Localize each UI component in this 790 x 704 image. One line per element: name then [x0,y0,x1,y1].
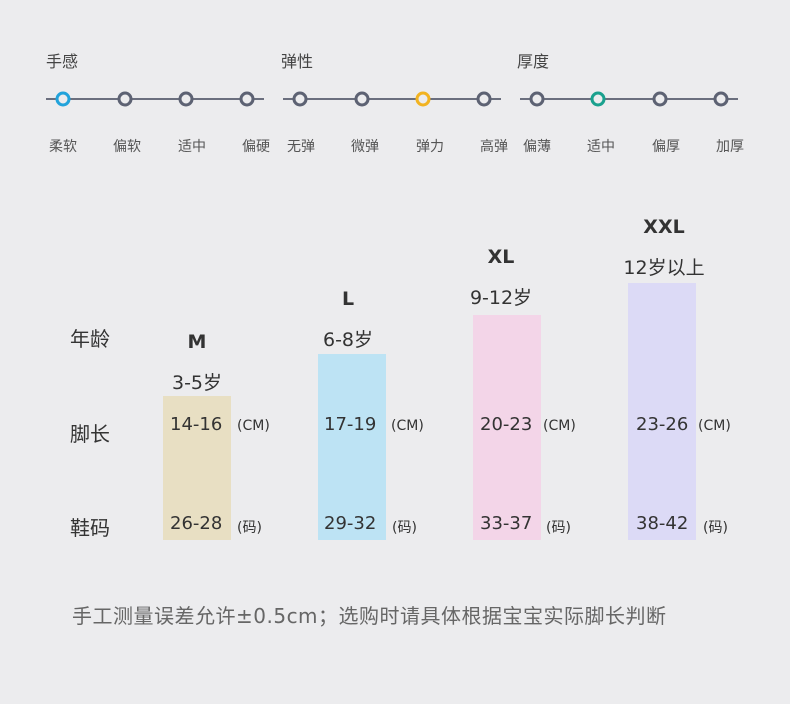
age-range-xl: 9-12岁 [469,287,533,309]
scale-dot-elasticity-4 [476,91,492,107]
scale-label: 无弹 [287,139,315,155]
scale-dot-thickness-3 [652,91,668,107]
size-bar-xxl [628,283,696,540]
row-label-foot-length: 脚长 [70,422,110,446]
foot-unit: (CM) [391,418,424,434]
shoe-size-xxl: 38-42 [636,513,689,534]
foot-length-m: 14-16 [170,414,223,435]
foot-unit: (CM) [543,418,576,434]
scale-dot-elasticity-2 [354,91,370,107]
size-name-xxl: XXL [643,216,685,238]
scale-dot-thickness-1 [529,91,545,107]
scale-track-thickness [520,98,738,100]
scale-dot-hand-feel-2 [117,91,133,107]
size-bar-l [318,354,386,540]
scale-title-thickness: 厚度 [517,52,550,71]
shoe-unit: (码) [392,520,417,536]
size-name-xl: XL [487,246,515,268]
scale-label: 加厚 [716,139,744,155]
shoe-unit: (码) [703,520,728,536]
scale-label: 偏硬 [242,139,270,155]
scale-label: 偏软 [113,139,141,155]
age-range-m: 3-5岁 [171,372,223,394]
scale-label: 柔软 [49,139,77,155]
scale-dot-elasticity-3 [415,91,431,107]
shoe-unit: (码) [237,520,262,536]
scale-label: 弹力 [416,139,444,155]
scale-track-hand-feel [46,98,264,100]
size-name-m: M [187,331,207,353]
shoe-unit: (码) [546,520,571,536]
foot-length-l: 17-19 [324,414,377,435]
scale-label: 适中 [587,139,615,155]
row-label-shoe-size: 鞋码 [70,516,110,540]
scale-dot-hand-feel-1 [55,91,71,107]
scale-track-elasticity [283,98,501,100]
measurement-note: 手工测量误差允许±0.5cm；选购时请具体根据宝宝实际脚长判断 [72,604,667,628]
foot-unit: (CM) [698,418,731,434]
scale-label: 适中 [178,139,206,155]
age-range-l: 6-8岁 [322,329,374,351]
scale-label: 偏厚 [652,139,680,155]
size-bar-xl [473,315,541,540]
scale-title-hand-feel: 手感 [46,52,79,71]
age-range-xxl: 12岁以上 [623,257,705,279]
size-name-l: L [341,288,355,310]
shoe-size-m: 26-28 [170,513,223,534]
foot-length-xl: 20-23 [480,414,533,435]
size-bar-m [163,396,231,540]
scale-dot-thickness-4 [713,91,729,107]
scale-title-elasticity: 弹性 [281,52,314,71]
scale-label: 偏薄 [523,139,551,155]
shoe-size-l: 29-32 [324,513,377,534]
scale-label: 高弹 [480,139,508,155]
scale-dot-hand-feel-3 [178,91,194,107]
scale-dot-thickness-2 [590,91,606,107]
foot-unit: (CM) [237,418,270,434]
row-label-age: 年龄 [70,327,110,351]
scale-label: 微弹 [351,139,379,155]
shoe-size-xl: 33-37 [480,513,533,534]
scale-dot-hand-feel-4 [239,91,255,107]
scale-dot-elasticity-1 [292,91,308,107]
foot-length-xxl: 23-26 [636,414,689,435]
